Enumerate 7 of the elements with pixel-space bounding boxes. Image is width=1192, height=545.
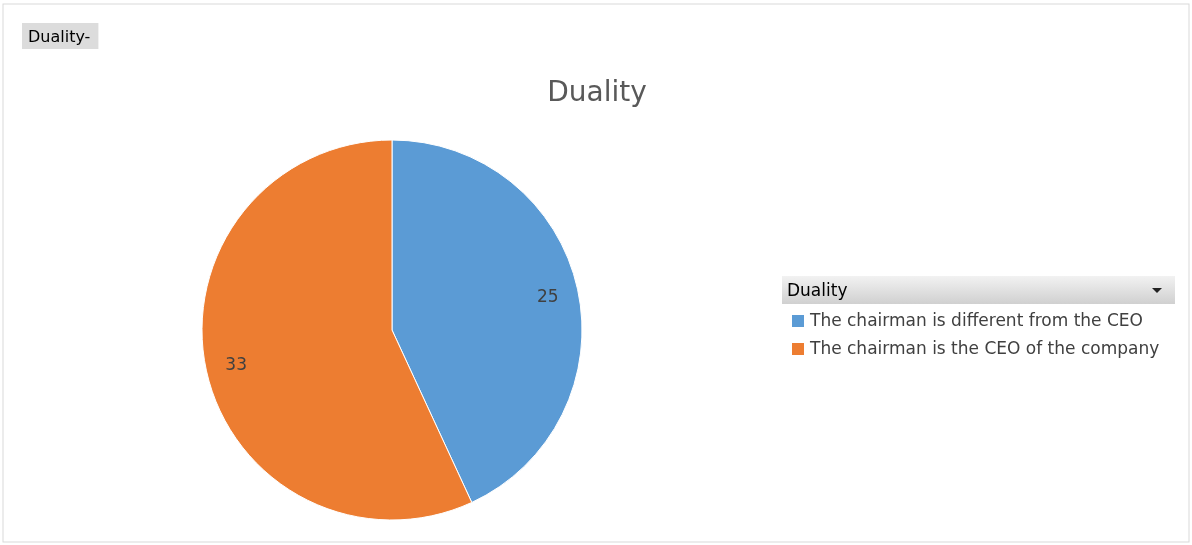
- legend-label: The chairman is different from the CEO: [809, 310, 1143, 330]
- legend-label: The chairman is the CEO of the company: [809, 338, 1160, 358]
- legend-title: Duality: [787, 280, 848, 300]
- data-label: 33: [225, 354, 247, 375]
- text: Duality-: [28, 27, 91, 46]
- chart-title: Duality: [547, 75, 647, 108]
- data-label: 25: [537, 285, 559, 306]
